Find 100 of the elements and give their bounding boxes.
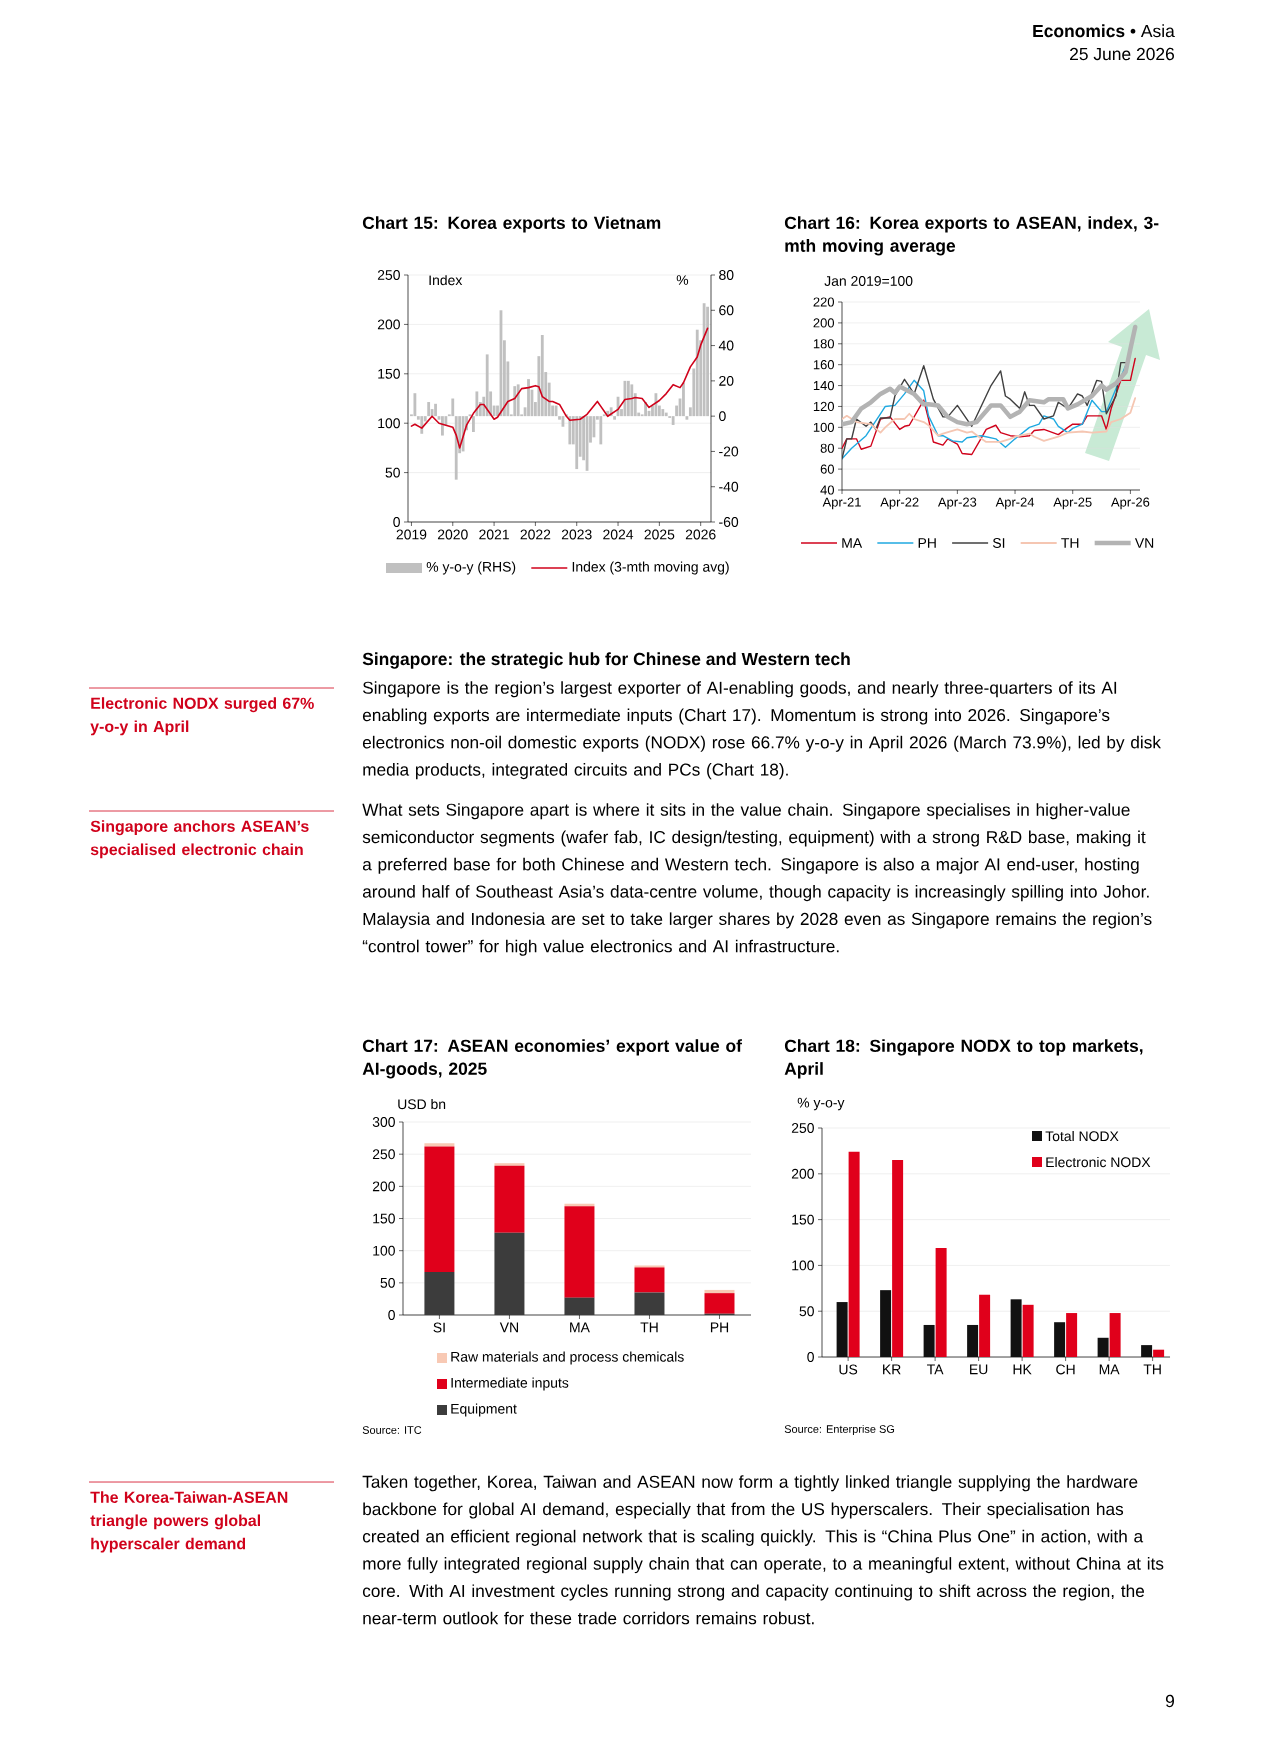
text: Singapore is the region’s largest exporter of AI-enabling goods, and nearly three-quarters of its AI enabling exports are intermediate inputs (Chart 17). Momentum is strong into 2026. Singapore’s electronics non-oil domestic exports (NODX) rose 66.7% y-o-y in April 2026 (March 73.9%), led by disk media products, integrated circuits and PCs (Chart 18). <box>362 681 1161 780</box>
bar <box>848 1151 860 1358</box>
bar <box>613 416 617 420</box>
x-tick-label: Apr-24 <box>995 497 1035 510</box>
y-axis-title: Index <box>429 274 463 286</box>
x-tick-label: PH <box>710 1322 729 1333</box>
chart-title: Chart 16: Korea exports to ASEAN, index, 3-mth moving average <box>784 216 1159 256</box>
x-tick-label: 2024 <box>603 529 634 540</box>
x-tick-label: Apr-23 <box>937 497 977 510</box>
x-tick-label: 2025 <box>644 529 675 540</box>
bar <box>1066 1313 1078 1358</box>
line-series <box>410 327 709 449</box>
bar <box>494 1163 525 1166</box>
bar <box>682 382 685 417</box>
y-tick-label: 50 <box>380 1277 395 1288</box>
y-tick-label: 140 <box>813 380 835 391</box>
text: Economics • Asia <box>1033 24 1175 38</box>
source-note: Source: ITC <box>362 1426 422 1434</box>
text: The Korea-Taiwan-ASEAN triangle powers global hyperscaler demand <box>90 1491 288 1553</box>
x-tick-label: MA <box>1099 1364 1120 1375</box>
bar <box>1097 1337 1109 1358</box>
x-tick-label: TH <box>640 1322 658 1333</box>
y-tick-label: 80 <box>820 443 835 453</box>
y-tick-label: 150 <box>378 368 400 379</box>
y-tick-label: 200 <box>372 1181 395 1192</box>
legend-label: Index (3-mth moving avg) <box>572 561 729 575</box>
x-tick-label: CH <box>1056 1364 1075 1375</box>
x-tick-label: Apr-22 <box>880 497 919 510</box>
chart-title: Chart 17: ASEAN economies’ export value of AI-goods, 2025 <box>362 1039 742 1079</box>
y-tick-label: 60 <box>820 464 835 474</box>
x-tick-label: MA <box>570 1322 590 1333</box>
y-tick-label: 0 <box>807 1352 814 1362</box>
x-tick-label: TH <box>1143 1364 1161 1375</box>
bar <box>527 379 530 417</box>
bar <box>706 306 709 417</box>
y-tick-label: 40 <box>820 485 835 495</box>
y2-tick-label: -60 <box>719 517 739 527</box>
y2-axis-title: % <box>676 275 689 285</box>
x-tick-label: KR <box>883 1364 901 1375</box>
bar <box>564 1206 595 1298</box>
bar <box>1109 1313 1121 1358</box>
y-tick-label: 300 <box>372 1117 395 1127</box>
legend-label: Total NODX <box>1045 1130 1119 1142</box>
x-tick-label: HK <box>1013 1364 1032 1375</box>
y-tick-label: 120 <box>813 401 835 412</box>
bar <box>427 402 431 417</box>
text: Taken together, Korea, Taiwan and ASEAN now form a tightly linked triangle supplying the hardware backbone for global AI demand, especially that from the US hyperscalers. Their specialisation has created an efficient regional network that is scaling quickly. This is “China Plus One” in action, with a more fully integrated regional supply chain that can operate, to a meaningful extent, without China at its core. With AI investment cycles running strong and capacity continuing to shift across the region, the near-term outlook for these trade corridors remains robust. <box>362 1475 1164 1625</box>
y2-tick-label: 40 <box>718 340 734 351</box>
bar <box>454 416 458 480</box>
y-tick-label: 180 <box>813 339 835 349</box>
bar <box>1141 1345 1153 1358</box>
bar <box>880 1290 892 1358</box>
y2-tick-label: -20 <box>719 446 739 457</box>
legend-label: TH <box>1061 538 1079 548</box>
y-tick-label: 100 <box>378 418 400 429</box>
bar <box>424 1271 455 1316</box>
bar <box>1054 1322 1066 1358</box>
bar <box>630 384 634 417</box>
y-axis-title: Jan 2019=100 <box>824 276 913 286</box>
text: 25 June 2026 <box>1070 47 1175 61</box>
bar <box>441 416 444 436</box>
bar <box>540 334 544 417</box>
y-tick-label: 250 <box>791 1123 814 1133</box>
x-tick-label: Apr-21 <box>822 497 861 510</box>
bar <box>516 384 520 417</box>
y-tick-label: 200 <box>377 319 400 330</box>
bar <box>979 1294 991 1358</box>
text: 9 <box>1165 1694 1174 1708</box>
x-tick-label: Apr-26 <box>1110 497 1150 510</box>
x-tick-label: 2020 <box>437 529 468 540</box>
legend-label: SI <box>992 538 1005 548</box>
y-tick-label: 150 <box>792 1214 814 1225</box>
bar <box>1010 1299 1022 1358</box>
x-tick-label: Apr-25 <box>1053 497 1092 510</box>
source-note: Source: Enterprise SG <box>784 1424 895 1436</box>
x-tick-label: SI <box>433 1322 445 1333</box>
legend-label: PH <box>918 538 936 548</box>
bar <box>892 1160 904 1358</box>
x-tick-label: 2019 <box>396 529 427 540</box>
y2-tick-label: -40 <box>719 481 739 492</box>
bar <box>485 354 489 417</box>
bar <box>967 1324 979 1358</box>
bar <box>575 416 579 470</box>
text: Singapore: the strategic hub for Chinese and Western tech <box>362 652 850 669</box>
bar <box>424 1146 455 1272</box>
bar <box>935 1248 947 1358</box>
bar <box>513 386 517 417</box>
bar <box>424 1143 455 1147</box>
y-axis-title: % y-o-y <box>797 1097 845 1111</box>
bar <box>413 393 417 417</box>
bar <box>564 1297 595 1316</box>
bar <box>599 416 603 445</box>
y2-tick-label: 20 <box>719 375 734 386</box>
chart-title: Chart 15: Korea exports to Vietnam <box>362 216 661 233</box>
legend-label: Intermediate inputs <box>451 1377 569 1391</box>
text: Singapore anchors ASEAN’s specialised electronic chain <box>90 820 309 859</box>
y-tick-label: 200 <box>791 1168 814 1179</box>
y2-tick-label: 0 <box>719 411 726 422</box>
y2-tick-label: 60 <box>719 305 734 316</box>
bar <box>702 303 706 417</box>
